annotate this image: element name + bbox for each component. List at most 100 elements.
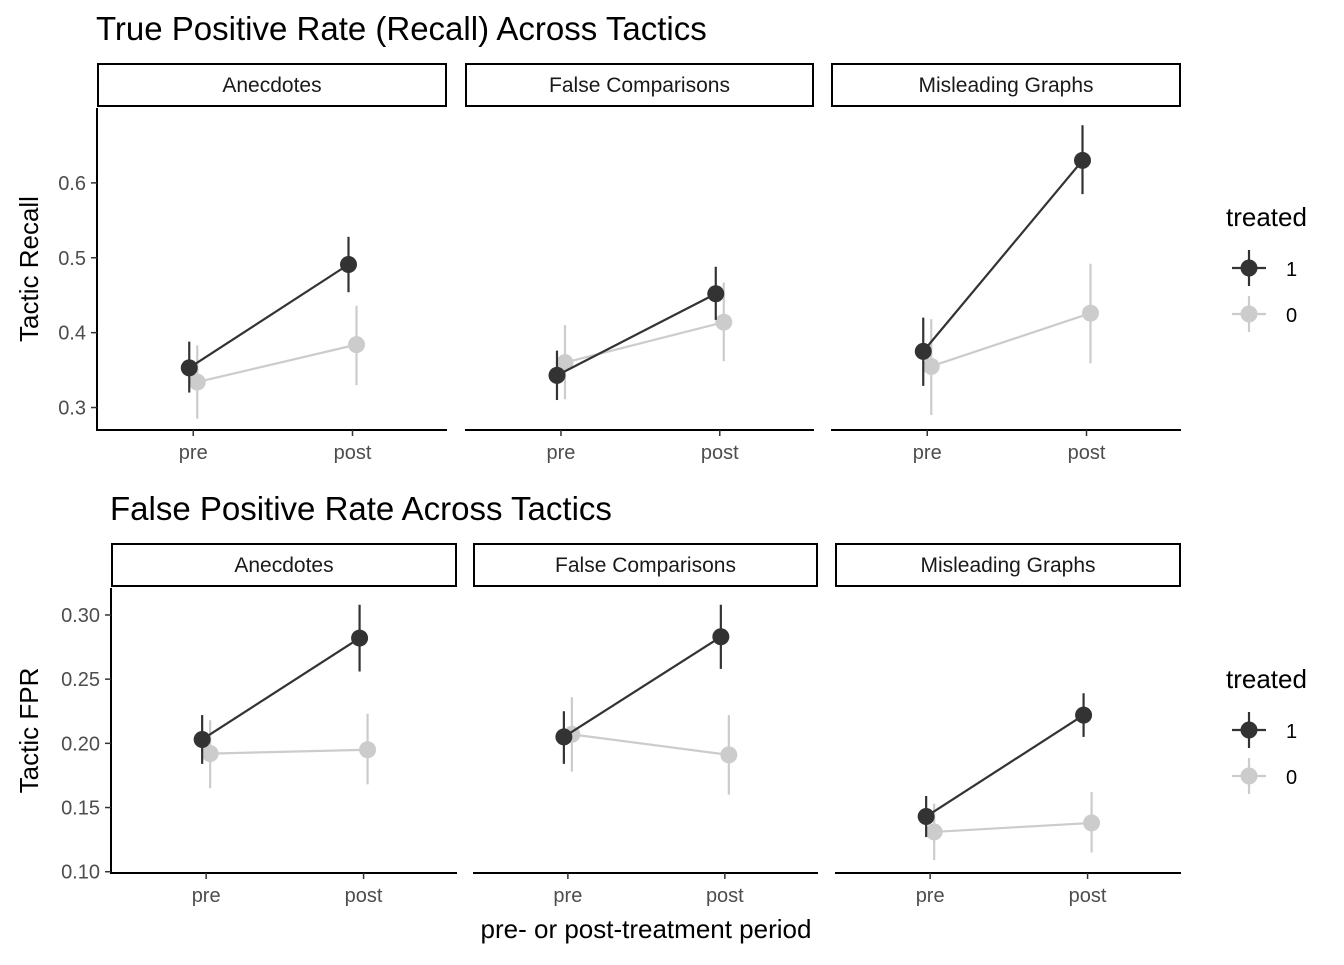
series-1	[914, 125, 1091, 386]
facet-strip-label: Misleading Graphs	[920, 554, 1095, 577]
legend-label: 1	[1286, 259, 1297, 281]
data-point	[188, 373, 206, 391]
legend-key: 1	[1232, 712, 1297, 748]
legend-title: treated	[1226, 202, 1307, 232]
facet-panel: Anecdotes pre post 0.3 0.4 0.5 0.6	[58, 63, 447, 464]
facet-strip	[835, 543, 1181, 587]
y-tick-label: 0.25	[61, 669, 100, 691]
data-point	[351, 629, 369, 647]
data-point	[548, 366, 566, 384]
series-0	[925, 792, 1101, 861]
series-1	[180, 236, 357, 393]
series-line	[925, 714, 1085, 818]
data-point	[1082, 304, 1099, 322]
data-point	[720, 746, 738, 764]
chart-row-0: True Positive Rate (Recall) Across Tacti…	[14, 10, 1307, 464]
facet-strip-label: Anecdotes	[234, 554, 333, 577]
chart-title: True Positive Rate (Recall) Across Tacti…	[96, 10, 707, 47]
series-line	[556, 292, 717, 377]
facet-panel: Anecdotes pre post 0.10 0.15 0.20 0.25 0.30	[61, 543, 457, 907]
data-point	[712, 628, 730, 646]
y-tick-label: 0.30	[61, 605, 100, 627]
facet-strip-label: False Comparisons	[555, 554, 736, 577]
legend-title: treated	[1226, 664, 1307, 694]
data-point	[340, 256, 357, 274]
data-point	[555, 728, 573, 746]
x-tick-label: pre	[916, 885, 945, 907]
data-point	[201, 745, 219, 763]
legend-key: 1	[1232, 250, 1297, 286]
x-tick-label: post	[706, 885, 744, 907]
y-axis-label: Tactic Recall	[14, 196, 44, 342]
data-point	[715, 313, 733, 331]
facet-strip	[111, 543, 457, 587]
data-point	[922, 357, 940, 375]
legend-key: 0	[1232, 758, 1297, 794]
legend-key-point	[1240, 767, 1258, 785]
series-1	[917, 693, 1093, 838]
legend-key-point	[1240, 259, 1258, 277]
y-tick-label: 0.3	[58, 398, 86, 420]
legend-key-point	[1240, 305, 1258, 323]
data-point	[707, 285, 725, 303]
facet-strip-label: False Comparisons	[549, 74, 730, 97]
series-line	[201, 637, 361, 741]
series-0	[188, 305, 365, 419]
legend: treated 1 0	[1226, 202, 1307, 332]
series-line	[934, 821, 1092, 834]
y-tick-label: 0.5	[58, 248, 86, 270]
legend-key-point	[1240, 721, 1258, 739]
data-point	[193, 730, 211, 748]
data-point	[180, 359, 198, 377]
x-tick-label: pre	[553, 885, 582, 907]
x-tick-label: post	[345, 885, 383, 907]
data-point	[1075, 706, 1093, 724]
x-tick-label: post	[1068, 442, 1106, 464]
data-point	[917, 808, 935, 826]
chart-row-1: False Positive Rate Across Tactics Tactic…	[14, 490, 1307, 907]
data-point	[1074, 151, 1091, 169]
x-tick-label: post	[334, 442, 372, 464]
facet-strip-label: Anecdotes	[222, 74, 321, 97]
x-tick-label: pre	[192, 885, 221, 907]
series-0	[922, 263, 1099, 416]
series-line	[196, 343, 357, 384]
y-tick-label: 0.20	[61, 733, 100, 755]
series-1	[548, 266, 725, 401]
y-tick-label: 0.15	[61, 798, 100, 820]
y-tick-label: 0.6	[58, 173, 86, 195]
legend-key: 0	[1232, 296, 1297, 332]
series-line	[930, 312, 1091, 368]
chart-title: False Positive Rate Across Tactics	[110, 490, 612, 527]
x-tick-label: pre	[179, 442, 208, 464]
facet-panel: False Comparisons pre post	[473, 543, 818, 907]
data-point	[1083, 814, 1101, 832]
y-tick-label: 0.10	[61, 862, 100, 884]
facet-panel: Misleading Graphs pre post	[835, 543, 1181, 907]
legend-label: 0	[1286, 305, 1297, 327]
series-line	[563, 635, 722, 738]
y-tick-label: 0.4	[58, 323, 86, 345]
data-point	[914, 342, 932, 360]
series-line	[188, 263, 350, 369]
legend-label: 1	[1286, 721, 1297, 743]
x-tick-label: pre	[913, 442, 942, 464]
series-1	[193, 604, 369, 764]
data-point	[925, 823, 943, 841]
legend: treated 1 0	[1226, 664, 1307, 794]
data-point	[348, 336, 365, 354]
series-1	[555, 604, 730, 764]
facet-strip	[465, 63, 814, 107]
x-tick-label: post	[701, 442, 739, 464]
facet-strip-label: Misleading Graphs	[918, 74, 1093, 97]
facet-strip	[831, 63, 1181, 107]
y-axis-label: Tactic FPR	[14, 668, 44, 794]
facet-panel: False Comparisons pre post	[465, 63, 814, 464]
facet-panel: Misleading Graphs pre post	[831, 63, 1181, 464]
x-tick-label: pre	[547, 442, 576, 464]
x-tick-label: post	[1069, 885, 1107, 907]
series-0	[201, 713, 377, 789]
series-line	[564, 321, 725, 364]
series-0	[563, 697, 738, 795]
data-point	[359, 741, 377, 759]
